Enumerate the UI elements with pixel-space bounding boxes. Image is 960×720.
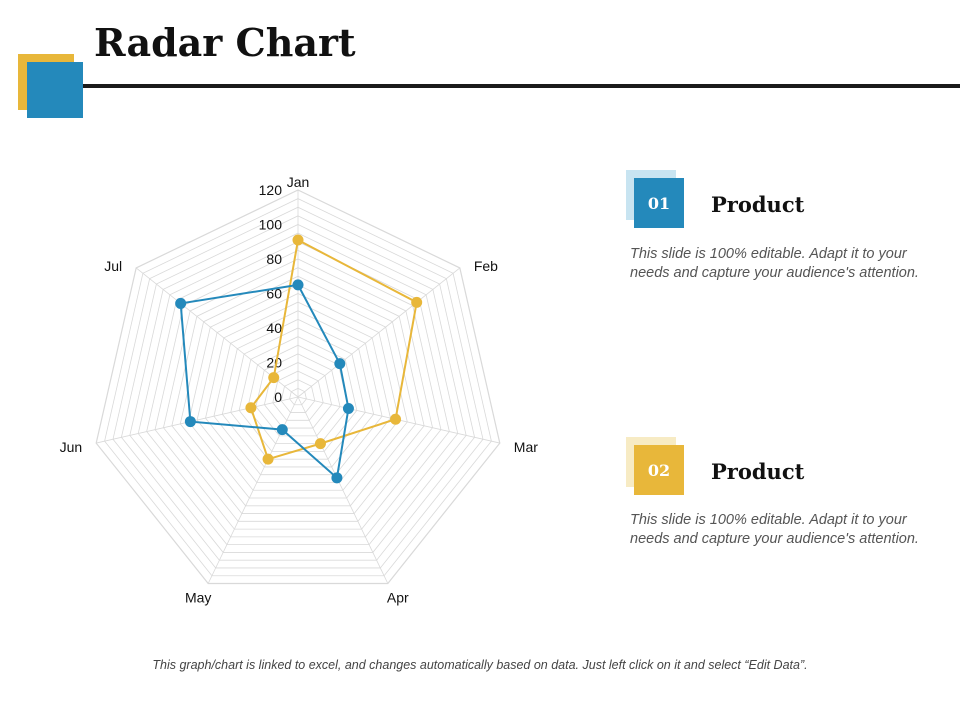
product-1-description: This slide is 100% editable. Adapt it to…	[630, 246, 919, 281]
product-1-badge: 01	[634, 178, 684, 228]
radar-series-2	[175, 279, 354, 484]
product-2-badge: 02	[634, 445, 684, 495]
radar-series-line	[249, 238, 418, 461]
radar-axis-label: Feb	[474, 258, 498, 274]
radar-grid-ring	[272, 370, 324, 421]
radar-grid-ring	[179, 275, 417, 507]
radar-grid-ring	[230, 327, 366, 460]
radar-spoke	[96, 396, 299, 444]
radar-tick-label: 40	[266, 320, 282, 336]
radar-data-point	[390, 413, 402, 425]
radar-axis-label: Apr	[387, 590, 409, 606]
radar-grid-ring	[112, 206, 484, 569]
radar-grid-ring	[171, 267, 425, 514]
radar-data-point	[175, 297, 187, 309]
radar-tick-label: 120	[259, 182, 283, 198]
radar-data-point	[331, 472, 343, 484]
radar-grid-ring	[95, 189, 501, 585]
radar-axis-label: Jul	[104, 258, 122, 274]
radar-grid-ring	[163, 258, 433, 522]
radar-tick-label: 0	[274, 389, 282, 405]
radar-grid-ring	[137, 232, 459, 546]
radar-series	[175, 234, 423, 484]
radar-series-line	[179, 283, 350, 480]
radar-axis-labels: Jan Feb Mar Apr May Jun Jul	[60, 174, 539, 606]
radar-data-point	[411, 296, 423, 308]
footnote: This graph/chart is linked to excel, and…	[152, 658, 808, 672]
radar-grid-ring	[146, 241, 450, 538]
radar-data-point	[334, 358, 346, 370]
radar-tick-label: 80	[266, 251, 282, 267]
radar-axis-label: Jun	[60, 439, 83, 455]
radar-grid-ring	[154, 249, 442, 530]
radar-grid-ring	[205, 301, 391, 483]
radar-grid-ring	[221, 318, 375, 468]
radar-data-point	[342, 403, 354, 415]
radar-grid-ring	[280, 379, 316, 413]
radar-data-point	[262, 453, 274, 465]
radar-data-point	[292, 279, 304, 291]
radar-grid-ring	[213, 310, 383, 476]
radar-axis-label: Jan	[287, 174, 310, 190]
radar-data-point	[292, 234, 304, 246]
radar-data-point	[314, 438, 326, 450]
radar-tick-label: 20	[266, 355, 282, 371]
title-rule	[83, 84, 960, 88]
radar-spoke	[297, 267, 461, 398]
page-title: Radar Chart	[94, 20, 356, 65]
radar-data-point	[276, 424, 288, 436]
radar-spoke	[297, 396, 389, 584]
radar-axis-label: Mar	[514, 439, 538, 455]
radar-series-1	[245, 234, 423, 465]
radar-grid-ring	[196, 293, 400, 491]
radar-grid-ring	[255, 353, 341, 437]
radar-grid	[95, 189, 501, 585]
radar-data-point	[184, 416, 196, 428]
product-2-title: Product	[711, 459, 805, 484]
radar-data-point	[245, 402, 257, 414]
radar-data-point	[268, 372, 280, 384]
radar-grid-ring	[238, 336, 358, 452]
radar-axis-label: May	[185, 590, 211, 606]
radar-grid-ring	[104, 198, 492, 577]
radar-grid-ring	[289, 387, 307, 406]
radar-grid-ring	[129, 224, 467, 553]
product-2-description: This slide is 100% editable. Adapt it to…	[630, 512, 919, 547]
logo-square-front	[27, 62, 83, 118]
radar-grid-ring	[120, 215, 476, 561]
radar-tick-label: 100	[259, 217, 283, 233]
product-1-title: Product	[711, 192, 805, 217]
radar-grid-ring	[188, 284, 408, 499]
